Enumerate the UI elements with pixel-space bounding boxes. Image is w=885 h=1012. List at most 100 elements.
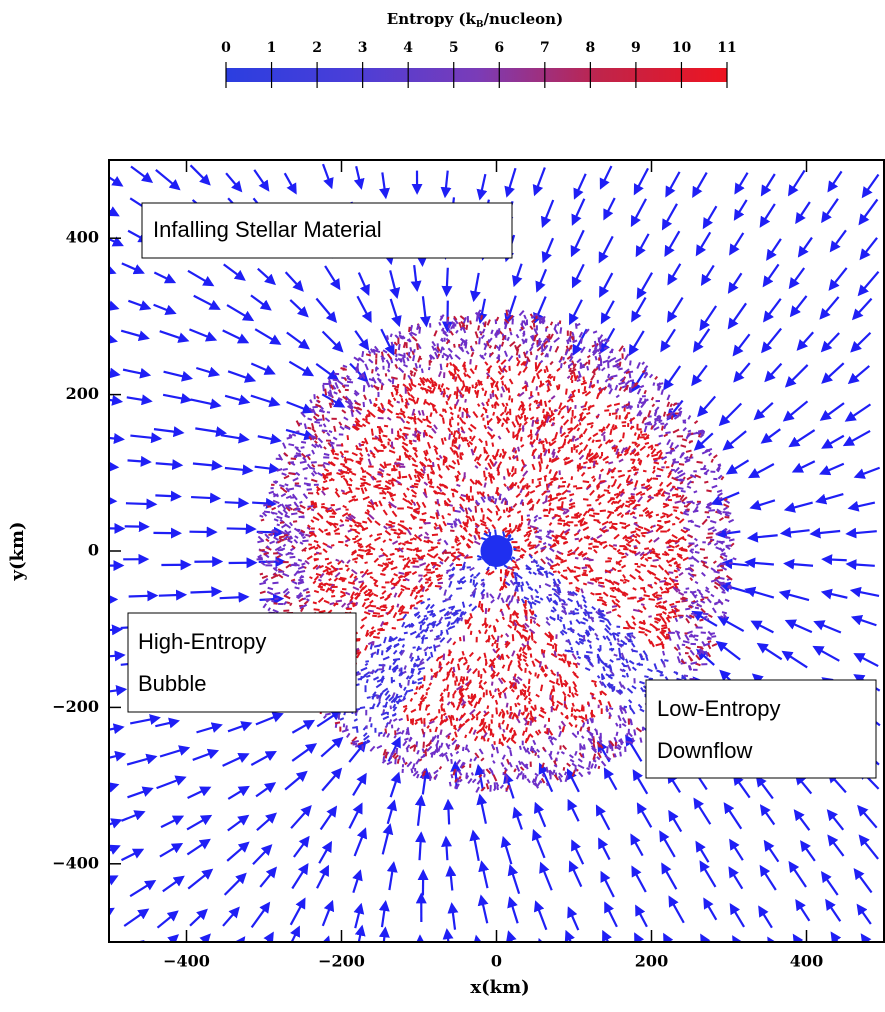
flow-segment	[643, 554, 647, 555]
flow-segment	[334, 578, 337, 581]
flow-segment	[558, 523, 562, 524]
flow-segment	[477, 315, 478, 321]
flow-arrow	[660, 832, 674, 857]
flow-segment	[460, 676, 461, 682]
flow-segment	[612, 609, 616, 611]
flow-segment	[719, 518, 723, 521]
flow-segment	[512, 466, 514, 472]
flow-arrow	[791, 296, 806, 316]
flow-segment	[458, 415, 459, 418]
flow-segment	[565, 650, 570, 651]
flow-segment	[350, 574, 353, 578]
flow-segment	[457, 374, 459, 377]
flow-arrow	[599, 839, 609, 859]
flow-segment	[322, 491, 325, 495]
flow-segment	[455, 610, 461, 611]
flow-segment	[436, 458, 439, 459]
flow-segment	[537, 499, 540, 504]
flow-arrow	[695, 433, 712, 449]
flow-arrow	[130, 436, 160, 439]
flow-arrow	[733, 937, 748, 962]
flow-arrow	[251, 396, 279, 405]
flow-segment	[584, 429, 587, 434]
flow-arrow	[291, 807, 310, 829]
flow-segment	[367, 510, 369, 513]
flow-segment	[711, 459, 713, 462]
flow-segment	[654, 582, 656, 584]
flow-segment	[595, 499, 598, 501]
flow-arrow	[290, 300, 307, 316]
flow-segment	[319, 587, 323, 588]
flow-arrow	[849, 366, 869, 383]
flow-segment	[393, 719, 397, 721]
flow-segment	[407, 529, 410, 535]
flow-segment	[529, 671, 531, 674]
flow-segment	[327, 562, 332, 564]
flow-arrow	[256, 714, 282, 724]
flow-segment	[429, 486, 434, 487]
flow-segment	[608, 356, 610, 359]
flow-segment	[374, 594, 378, 596]
flow-segment	[449, 465, 455, 468]
flow-segment	[394, 612, 397, 617]
flow-segment	[414, 502, 416, 505]
flow-segment	[484, 483, 485, 488]
flow-segment	[375, 669, 378, 672]
flow-segment	[667, 483, 672, 487]
flow-segment	[409, 737, 411, 741]
flow-segment	[655, 621, 659, 623]
flow-segment	[603, 636, 605, 639]
flow-segment	[616, 395, 619, 397]
flow-segment	[569, 583, 573, 584]
flow-segment	[335, 722, 340, 723]
flow-segment	[712, 486, 717, 488]
flow-segment	[340, 718, 344, 720]
flow-segment	[697, 604, 702, 607]
flow-segment	[594, 550, 597, 553]
flow-arrow	[221, 435, 248, 439]
flow-segment	[547, 412, 548, 418]
flow-segment	[412, 337, 417, 341]
flow-arrow	[536, 902, 546, 929]
flow-segment	[504, 476, 505, 479]
flow-segment	[421, 718, 422, 724]
flow-segment	[400, 533, 406, 534]
flow-segment	[499, 712, 501, 717]
flow-segment	[449, 667, 452, 673]
flow-arrow	[781, 592, 809, 600]
flow-segment	[414, 693, 417, 694]
flow-segment	[377, 632, 380, 634]
flow-segment	[373, 677, 378, 680]
flow-segment	[566, 389, 567, 395]
flow-arrow	[764, 264, 779, 285]
flow-segment	[576, 323, 577, 329]
flow-segment	[306, 595, 311, 596]
flow-segment	[416, 686, 417, 690]
flow-segment	[616, 599, 620, 602]
flow-segment	[454, 445, 458, 449]
flow-segment	[627, 688, 632, 693]
flow-segment	[459, 658, 464, 660]
flow-segment	[507, 703, 508, 708]
flow-segment	[632, 738, 633, 742]
flow-arrow	[154, 429, 182, 433]
flow-segment	[325, 469, 329, 471]
flow-segment	[703, 616, 707, 618]
flow-segment	[387, 409, 392, 413]
flow-segment	[451, 526, 453, 528]
flow-segment	[440, 475, 443, 478]
flow-arrow	[821, 464, 844, 474]
flow-segment	[283, 469, 288, 470]
flow-arrow	[852, 590, 879, 596]
flow-segment	[550, 548, 554, 551]
flow-segment	[335, 454, 339, 455]
flow-arrow	[155, 495, 179, 496]
flow-segment	[507, 759, 509, 764]
flow-segment	[261, 520, 264, 521]
flow-segment	[679, 519, 684, 523]
flow-arrow	[669, 812, 681, 832]
flow-segment	[339, 422, 341, 425]
flow-segment	[664, 660, 668, 661]
flow-segment	[431, 669, 432, 672]
flow-segment	[490, 346, 492, 349]
